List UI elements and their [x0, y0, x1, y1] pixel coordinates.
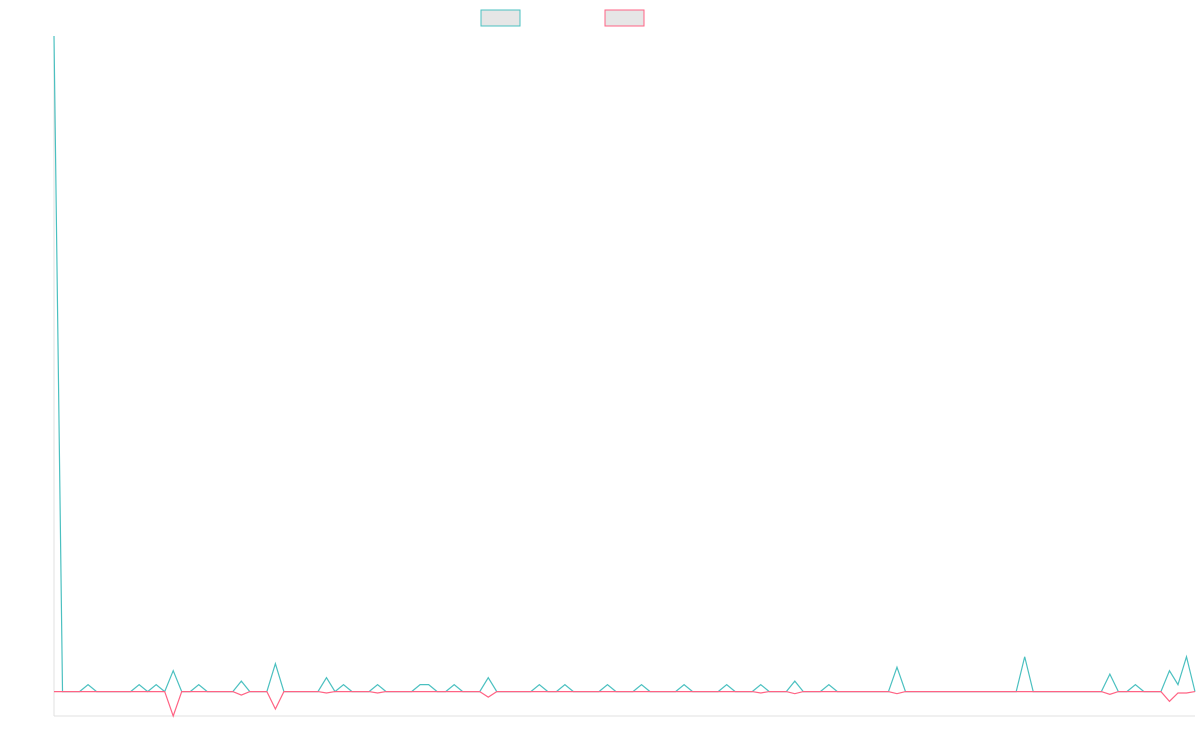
- series-line: [54, 690, 1196, 718]
- series-line: [53, 35, 1196, 693]
- legend-swatch[interactable]: [480, 9, 521, 27]
- legend-swatch[interactable]: [604, 9, 645, 27]
